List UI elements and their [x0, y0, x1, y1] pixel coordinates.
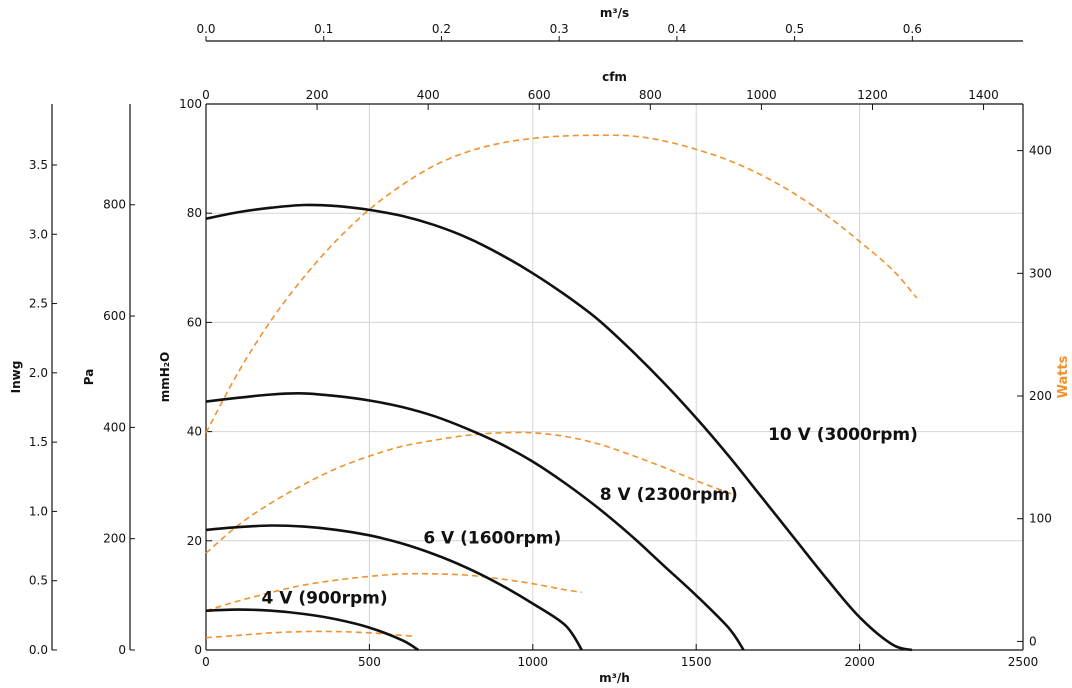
curve-label-4: 4 V (900rpm): [262, 589, 388, 609]
y-tick-label: 80: [187, 206, 202, 220]
inwg-tick-label: 1.5: [29, 435, 48, 449]
watts-tick-label: 200: [1029, 389, 1052, 403]
x-tick-label: 1500: [681, 655, 712, 669]
m3s-tick-label: 0.3: [550, 22, 569, 36]
m3s-tick-label: 0.2: [432, 22, 451, 36]
pa-tick-label: 600: [103, 309, 126, 323]
x-tick-label: 1000: [518, 655, 549, 669]
power-curve-2: [205, 431, 733, 554]
y-tick-label: 40: [187, 425, 202, 439]
power-curve-4: [205, 630, 416, 639]
cfm-tick-label: 0: [202, 88, 210, 102]
m3s-axis-title: m³/s: [600, 6, 629, 20]
pressure-curves: [205, 203, 913, 652]
y-axis-title-mmh2o: mmH₂O: [158, 352, 172, 403]
y-tick-label: 60: [187, 315, 202, 329]
pa-axis-title: Pa: [82, 369, 96, 386]
pa-tick-label: 800: [103, 198, 126, 212]
curve-labels: 10 V (3000rpm) 8 V (2300rpm) 6 V (1600rpm)…: [262, 425, 918, 609]
watts-tick-label: 300: [1029, 266, 1052, 280]
cfm-tick-label: 1000: [746, 88, 777, 102]
m3s-tick-label: 0.1: [314, 22, 333, 36]
y-tick-label: 100: [179, 97, 202, 111]
pressure-curve-3: [205, 524, 583, 651]
curve-label-2: 8 V (2300rpm): [600, 485, 738, 505]
inwg-axis-title: Inwg: [9, 361, 23, 394]
watts-axis-title: Watts: [1056, 355, 1071, 398]
m3s-tick-label: 0.4: [667, 22, 686, 36]
pressure-curve-1: [205, 203, 913, 652]
curve-label-1: 10 V (3000rpm): [768, 425, 918, 445]
x-tick-label: 0: [202, 655, 210, 669]
inwg-tick-label: 3.5: [29, 158, 48, 172]
pressure-curve-2: [205, 392, 745, 651]
power-curve-1: [205, 134, 918, 434]
m3s-tick-label: 0.6: [903, 22, 922, 36]
x-tick-label: 2000: [844, 655, 875, 669]
cfm-tick-label: 600: [528, 88, 551, 102]
x-axis-title: m³/h: [599, 671, 630, 685]
inwg-tick-label: 2.5: [29, 297, 48, 311]
cfm-tick-label: 1400: [968, 88, 999, 102]
m3s-tick-label: 0.5: [785, 22, 804, 36]
m3s-tick-label: 0.0: [196, 22, 215, 36]
y-tick-label: 20: [187, 534, 202, 548]
power-curve-3: [205, 572, 582, 612]
watts-tick-label: 0: [1029, 634, 1037, 648]
cfm-tick-label: 1200: [857, 88, 888, 102]
inwg-tick-label: 0.0: [29, 643, 48, 657]
inwg-tick-label: 0.5: [29, 574, 48, 588]
cfm-axis-title: cfm: [602, 70, 627, 84]
pressure-curve-4: [205, 608, 420, 652]
pa-tick-label: 0: [118, 643, 126, 657]
x-tick-label: 500: [358, 655, 381, 669]
inwg-tick-label: 1.0: [29, 504, 48, 518]
curve-label-3: 6 V (1600rpm): [423, 529, 561, 549]
watts-tick-label: 100: [1029, 512, 1052, 526]
grid-lines: [205, 103, 1024, 651]
power-curves: [205, 134, 918, 639]
x-tick-label: 2500: [1008, 655, 1039, 669]
cfm-tick-label: 400: [417, 88, 440, 102]
pa-tick-label: 200: [103, 532, 126, 546]
pa-tick-label: 400: [103, 420, 126, 434]
watts-tick-label: 400: [1029, 144, 1052, 158]
y-tick-label: 0: [194, 643, 202, 657]
cfm-tick-label: 800: [639, 88, 662, 102]
cfm-tick-label: 200: [306, 88, 329, 102]
inwg-tick-label: 2.0: [29, 366, 48, 380]
inwg-tick-label: 3.0: [29, 227, 48, 241]
